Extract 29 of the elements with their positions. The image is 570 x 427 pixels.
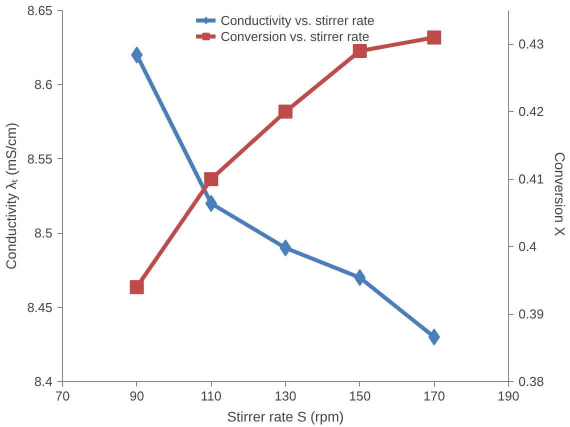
x-tick-label: 150 (348, 388, 371, 404)
point (130, 280, 144, 294)
y-tick-label: 8.6 (34, 77, 53, 92)
point (427, 30, 442, 44)
y-tick-label: 8.4 (34, 374, 53, 389)
x-tick-label: 170 (423, 388, 446, 404)
y2-tick-label: 0.39 (518, 306, 544, 322)
point (278, 104, 292, 119)
y-tick-label: 8.45 (27, 300, 53, 315)
point (204, 172, 218, 186)
legend-label: Conductivity vs. stirrer rate (220, 12, 374, 28)
x-tick-label: 110 (200, 388, 222, 404)
y-axis-title: Conductivity λₜ (mS/cm) (3, 122, 20, 270)
point (352, 44, 367, 58)
y-tick-label: 8.55 (27, 151, 53, 166)
y2-tick-label: 0.4 (518, 239, 537, 254)
y2-tick-label: 0.38 (518, 374, 544, 389)
y2-axis-title: Conversion X (552, 152, 568, 237)
y2-tick-label: 0.43 (518, 36, 544, 52)
y2-tick-label: 0.41 (518, 172, 544, 187)
x-tick-label: 190 (498, 388, 520, 404)
x-axis-title: Stirrer rate S (rpm) (227, 408, 344, 424)
y-tick-label: 8.65 (27, 3, 53, 18)
x-tick-label: 70 (55, 388, 70, 404)
legend-label: Conversion vs. stirrer rate (220, 28, 370, 44)
y2-tick-label: 0.42 (518, 104, 544, 120)
y-tick-label: 8.5 (34, 226, 53, 241)
x-tick-label: 90 (130, 388, 144, 404)
x-tick-label: 130 (274, 388, 296, 404)
